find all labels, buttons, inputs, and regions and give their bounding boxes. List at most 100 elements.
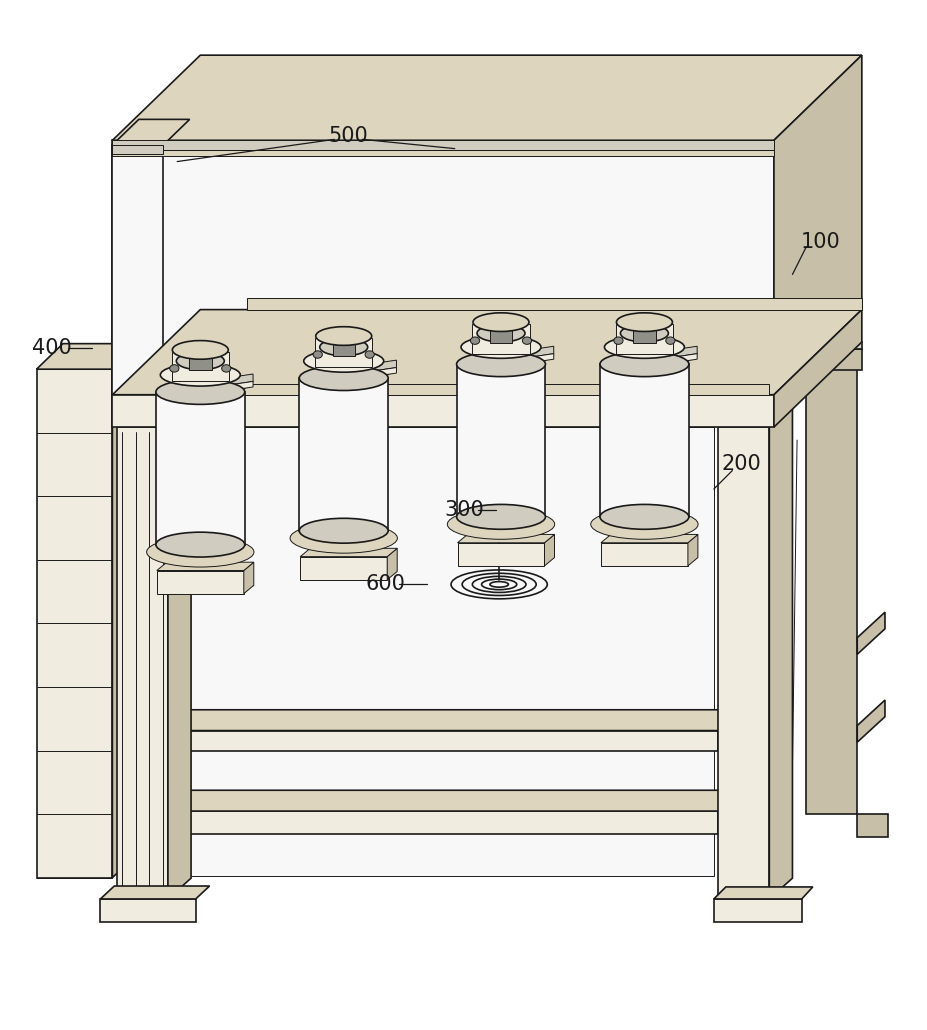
Polygon shape bbox=[164, 381, 253, 401]
Polygon shape bbox=[308, 368, 396, 381]
Polygon shape bbox=[244, 562, 253, 593]
Polygon shape bbox=[157, 562, 253, 571]
Polygon shape bbox=[464, 346, 553, 367]
Ellipse shape bbox=[603, 336, 683, 358]
Polygon shape bbox=[717, 790, 741, 834]
Polygon shape bbox=[112, 149, 773, 156]
Ellipse shape bbox=[600, 505, 688, 529]
Ellipse shape bbox=[160, 364, 240, 386]
Ellipse shape bbox=[616, 313, 672, 332]
Polygon shape bbox=[632, 324, 654, 343]
Polygon shape bbox=[112, 145, 163, 394]
Polygon shape bbox=[300, 548, 397, 556]
Polygon shape bbox=[527, 367, 537, 538]
Polygon shape bbox=[464, 367, 537, 376]
Polygon shape bbox=[164, 381, 253, 394]
Polygon shape bbox=[168, 730, 717, 751]
Ellipse shape bbox=[299, 366, 387, 390]
Polygon shape bbox=[200, 342, 861, 349]
Ellipse shape bbox=[600, 352, 688, 377]
Polygon shape bbox=[464, 353, 553, 367]
Polygon shape bbox=[36, 369, 112, 878]
Ellipse shape bbox=[170, 365, 179, 372]
Polygon shape bbox=[164, 374, 253, 394]
Ellipse shape bbox=[456, 505, 545, 529]
Ellipse shape bbox=[299, 518, 387, 543]
Ellipse shape bbox=[172, 341, 228, 359]
Ellipse shape bbox=[522, 337, 531, 344]
Polygon shape bbox=[544, 535, 554, 565]
Ellipse shape bbox=[620, 324, 667, 342]
Polygon shape bbox=[717, 427, 768, 899]
Polygon shape bbox=[200, 349, 861, 370]
Text: 300: 300 bbox=[444, 501, 483, 520]
Polygon shape bbox=[168, 383, 768, 394]
Polygon shape bbox=[608, 346, 696, 367]
Polygon shape bbox=[171, 352, 229, 381]
Ellipse shape bbox=[222, 365, 231, 372]
Polygon shape bbox=[112, 310, 861, 394]
Ellipse shape bbox=[461, 336, 540, 358]
Polygon shape bbox=[112, 119, 189, 145]
Polygon shape bbox=[489, 324, 512, 343]
Ellipse shape bbox=[156, 379, 245, 405]
Polygon shape bbox=[857, 814, 887, 837]
Polygon shape bbox=[168, 811, 717, 834]
Ellipse shape bbox=[320, 339, 367, 355]
Polygon shape bbox=[112, 344, 139, 878]
Polygon shape bbox=[370, 381, 379, 552]
Polygon shape bbox=[601, 535, 697, 543]
Polygon shape bbox=[456, 365, 545, 517]
Polygon shape bbox=[670, 367, 679, 538]
Polygon shape bbox=[806, 342, 857, 814]
Polygon shape bbox=[608, 353, 696, 367]
Polygon shape bbox=[164, 394, 236, 404]
Polygon shape bbox=[332, 338, 354, 356]
Polygon shape bbox=[464, 353, 553, 373]
Polygon shape bbox=[600, 365, 688, 517]
Polygon shape bbox=[713, 887, 812, 899]
Polygon shape bbox=[247, 299, 861, 310]
Polygon shape bbox=[168, 406, 191, 899]
Polygon shape bbox=[464, 367, 474, 538]
Ellipse shape bbox=[590, 509, 697, 540]
Polygon shape bbox=[100, 899, 196, 922]
Polygon shape bbox=[308, 368, 396, 386]
Ellipse shape bbox=[456, 352, 545, 377]
Ellipse shape bbox=[613, 337, 622, 344]
Ellipse shape bbox=[156, 533, 245, 557]
Polygon shape bbox=[308, 381, 316, 552]
Polygon shape bbox=[168, 427, 713, 876]
Polygon shape bbox=[308, 360, 396, 381]
Text: 100: 100 bbox=[799, 232, 839, 252]
Polygon shape bbox=[36, 344, 139, 369]
Polygon shape bbox=[227, 394, 236, 565]
Polygon shape bbox=[857, 612, 884, 654]
Ellipse shape bbox=[290, 523, 397, 553]
Polygon shape bbox=[768, 406, 792, 899]
Polygon shape bbox=[112, 394, 773, 427]
Polygon shape bbox=[387, 548, 397, 580]
Ellipse shape bbox=[492, 422, 505, 432]
Polygon shape bbox=[156, 392, 245, 545]
Ellipse shape bbox=[364, 351, 374, 358]
Polygon shape bbox=[112, 140, 773, 394]
Polygon shape bbox=[713, 899, 801, 922]
Ellipse shape bbox=[470, 337, 479, 344]
Polygon shape bbox=[457, 535, 554, 543]
Polygon shape bbox=[608, 367, 679, 376]
Polygon shape bbox=[457, 543, 544, 565]
Polygon shape bbox=[472, 324, 529, 353]
Text: 600: 600 bbox=[365, 575, 405, 594]
Polygon shape bbox=[164, 394, 173, 565]
Polygon shape bbox=[300, 556, 387, 580]
Polygon shape bbox=[857, 700, 884, 743]
Polygon shape bbox=[168, 710, 741, 730]
Text: 200: 200 bbox=[721, 454, 761, 474]
Ellipse shape bbox=[146, 537, 254, 568]
Ellipse shape bbox=[315, 327, 372, 345]
Polygon shape bbox=[717, 710, 741, 751]
Ellipse shape bbox=[665, 337, 674, 344]
Polygon shape bbox=[112, 140, 773, 149]
Polygon shape bbox=[601, 543, 687, 565]
